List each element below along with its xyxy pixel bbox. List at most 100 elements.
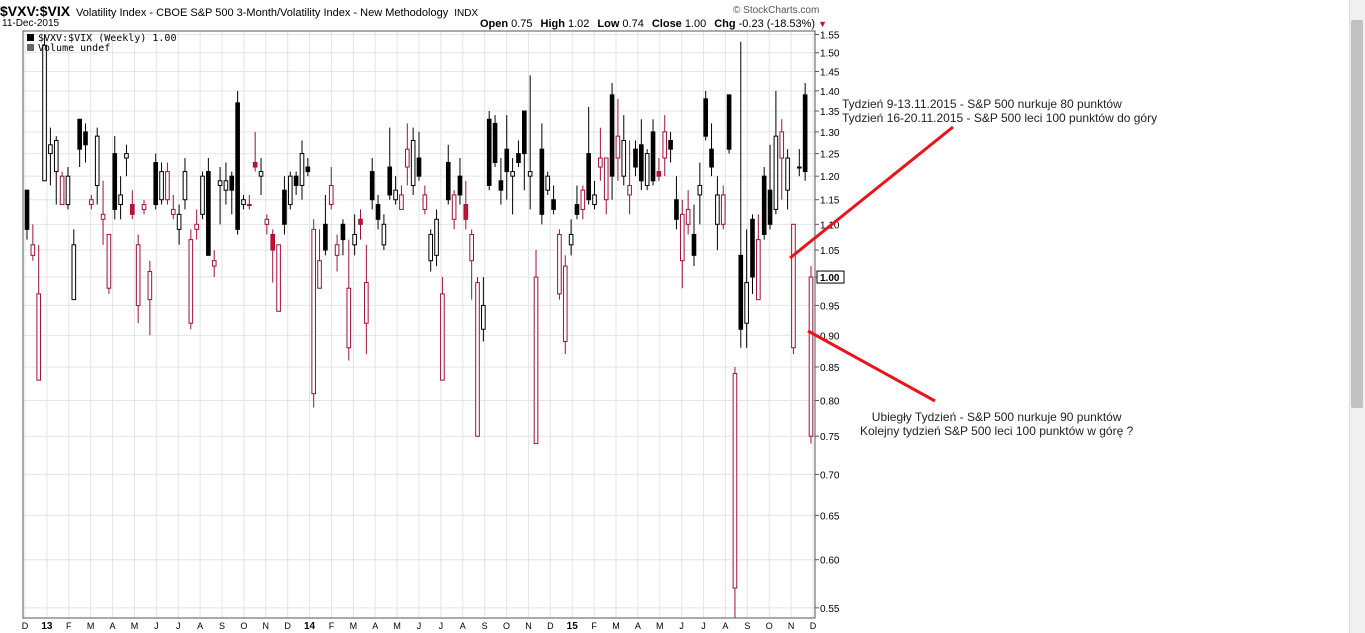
candle-body xyxy=(340,223,346,241)
candle-body xyxy=(147,271,153,301)
y-tick-label: 0.65 xyxy=(820,511,840,522)
y-tick-label: 1.20 xyxy=(820,172,840,183)
x-tick-label: J xyxy=(417,621,422,631)
candle-body xyxy=(750,218,755,278)
candle-body xyxy=(715,194,720,225)
candle-body xyxy=(557,233,562,295)
candle-body xyxy=(188,239,194,324)
x-tick-label: M xyxy=(612,621,620,631)
candle-body xyxy=(744,282,749,324)
x-tick-label: J xyxy=(701,621,706,631)
candle-body xyxy=(404,148,410,168)
x-tick-label: S xyxy=(744,621,750,631)
annotation-lower-line1: Ubiegły Tydzień - S&P 500 nurkuje 90 pun… xyxy=(871,410,1122,424)
annotation-arrow-lower xyxy=(807,329,936,403)
candle-body xyxy=(767,189,773,225)
y-tick-label: 0.90 xyxy=(820,331,840,342)
candle-body xyxy=(592,194,597,206)
candle-body xyxy=(364,282,369,324)
x-tick-label: F xyxy=(591,621,597,631)
candle-body xyxy=(697,184,703,196)
candle-body xyxy=(24,189,30,230)
candle-body xyxy=(796,166,802,169)
candle-body xyxy=(223,180,229,191)
y-tick-label: 1.35 xyxy=(820,107,840,118)
candle-body xyxy=(527,171,533,177)
chg-value: -0.23 (-18.53%) xyxy=(738,18,816,30)
candle-body xyxy=(241,199,246,206)
x-tick-label: O xyxy=(240,621,247,631)
ohlc-readout: Open 0.75 High 1.02 Low 0.74 Close 1.00 Chg -0.23… xyxy=(480,18,827,30)
candle-body xyxy=(761,175,767,235)
candle-body xyxy=(773,135,779,210)
candle-body xyxy=(328,184,334,206)
y-tick-label: 1.30 xyxy=(820,128,840,139)
candle-body xyxy=(282,189,287,225)
candle-body xyxy=(668,139,673,150)
candle-body xyxy=(533,276,539,445)
high-value: 1.02 xyxy=(568,18,590,30)
candle-body xyxy=(30,244,36,256)
x-tick-label: N xyxy=(788,621,795,631)
x-tick-label: M xyxy=(393,621,401,631)
candle-body xyxy=(264,218,270,225)
candle-body xyxy=(211,260,217,267)
high-label: High xyxy=(540,18,565,30)
candle-body xyxy=(434,218,439,256)
candle-body xyxy=(200,175,205,215)
candle-body xyxy=(311,228,317,395)
candle-body xyxy=(481,304,486,330)
x-tick-label: D xyxy=(284,621,291,631)
annotation-arrow-upper xyxy=(789,125,954,260)
candle-body xyxy=(100,213,106,220)
candle-body xyxy=(159,171,164,201)
low-value: 0.74 xyxy=(622,18,644,30)
last-value-label: 1.00 xyxy=(820,273,840,284)
candle-body xyxy=(510,171,515,177)
legend-candle-icon xyxy=(27,34,34,41)
candle-body xyxy=(170,208,176,215)
annotation-upper: Tydzień 9-13.11.2015 - S&P 500 nurkuje 8… xyxy=(842,97,1157,125)
candle-body xyxy=(352,233,357,246)
y-tick-label: 1.25 xyxy=(820,150,840,161)
y-tick-label: 1.40 xyxy=(820,87,840,98)
y-tick-label: 1.15 xyxy=(820,196,840,207)
symbol: $VXV:$VIX xyxy=(0,3,71,19)
x-tick-label: 14 xyxy=(304,621,316,632)
candle-body xyxy=(36,293,42,381)
candle-body xyxy=(323,223,328,251)
candle-body xyxy=(299,153,305,186)
chart-date: 11-Dec-2015 xyxy=(2,18,60,29)
x-tick-label: J xyxy=(439,621,444,631)
candle-body xyxy=(118,194,123,206)
candle-body xyxy=(603,157,609,201)
x-tick-label: O xyxy=(766,621,773,631)
x-tick-label: S xyxy=(482,621,488,631)
x-tick-label: A xyxy=(460,621,466,631)
candle-body xyxy=(498,180,504,191)
y-tick-label: 0.55 xyxy=(820,604,840,615)
candle-body xyxy=(375,204,381,220)
close-value: 1.00 xyxy=(684,18,707,30)
candle-body xyxy=(691,233,697,256)
candle-body xyxy=(153,162,159,206)
candle-body xyxy=(440,293,445,381)
candle-body xyxy=(346,287,352,349)
candle-body xyxy=(141,204,147,210)
scrollbar-thumb[interactable] xyxy=(1351,20,1363,408)
candle-body xyxy=(65,175,71,206)
x-tick-label: M xyxy=(87,621,95,631)
candle-body xyxy=(551,199,556,210)
candle-body xyxy=(662,131,668,159)
candle-body xyxy=(732,373,738,589)
candle-body xyxy=(703,98,709,137)
x-tick-label: A xyxy=(110,621,116,631)
candle-body xyxy=(475,282,480,437)
candle-body xyxy=(615,135,621,159)
x-tick-label: 13 xyxy=(41,621,53,632)
x-tick-label: D xyxy=(810,621,817,631)
chart-title: $VXV:$VIX Volatility Index - CBOE S&P 500… xyxy=(0,3,478,19)
candle-body xyxy=(779,131,785,159)
open-label: Open xyxy=(480,18,509,30)
legend-series: $VXV:$VIX (Weekly) 1.00 xyxy=(38,33,176,44)
